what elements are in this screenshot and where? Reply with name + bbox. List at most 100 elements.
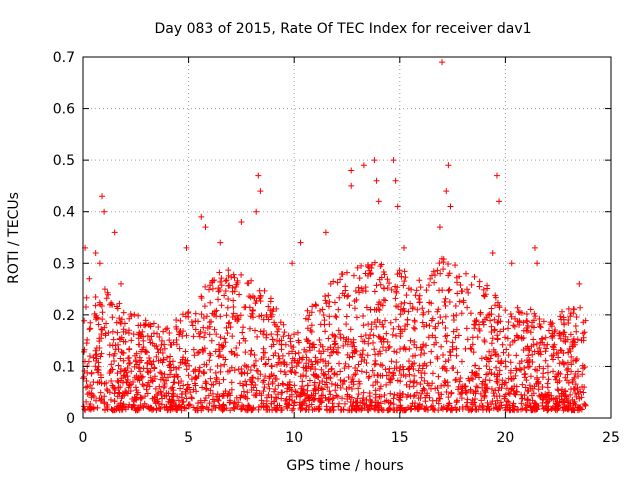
data-point	[435, 373, 442, 380]
data-point	[469, 341, 476, 348]
data-point	[201, 334, 208, 341]
data-point	[87, 319, 94, 326]
data-point	[579, 383, 586, 390]
data-point	[572, 389, 579, 396]
data-point	[530, 341, 537, 348]
data-point	[471, 273, 478, 280]
data-point	[99, 193, 106, 200]
data-point	[441, 298, 448, 305]
data-point	[92, 293, 99, 300]
data-point	[269, 380, 276, 387]
data-point	[153, 353, 160, 360]
data-point	[83, 398, 90, 405]
data-point	[386, 365, 393, 372]
data-point	[515, 334, 522, 341]
data-point	[308, 358, 315, 365]
data-point	[111, 358, 118, 365]
data-point	[350, 398, 357, 405]
data-point	[118, 334, 125, 341]
data-point	[463, 389, 470, 396]
data-point	[525, 387, 532, 394]
data-point	[372, 378, 379, 385]
data-point	[453, 376, 460, 383]
data-point	[382, 297, 389, 304]
data-point	[403, 292, 410, 299]
data-point	[316, 336, 323, 343]
data-point	[387, 319, 394, 326]
data-point	[145, 369, 152, 376]
data-point	[521, 374, 528, 381]
data-point	[271, 319, 278, 326]
data-point	[342, 283, 349, 290]
data-point	[377, 393, 384, 400]
data-point	[468, 369, 475, 376]
data-point	[144, 382, 151, 389]
data-point	[355, 378, 362, 385]
data-point	[390, 370, 397, 377]
data-point	[190, 346, 197, 353]
data-point	[110, 352, 117, 359]
data-point	[201, 345, 208, 352]
data-point	[132, 357, 139, 364]
data-point	[267, 298, 274, 305]
data-point	[158, 401, 165, 408]
data-point	[555, 387, 562, 394]
data-point	[225, 390, 232, 397]
data-point	[331, 370, 338, 377]
data-point	[166, 362, 173, 369]
data-point	[559, 398, 566, 405]
data-point	[323, 403, 330, 410]
data-point	[241, 304, 248, 311]
data-point	[306, 377, 313, 384]
data-point	[230, 297, 237, 304]
data-point	[400, 282, 407, 289]
data-point	[113, 303, 120, 310]
data-point	[337, 331, 344, 338]
data-point	[346, 407, 353, 414]
data-point	[557, 335, 564, 342]
data-point	[220, 354, 227, 361]
data-point	[115, 346, 122, 353]
data-point	[366, 393, 373, 400]
data-point	[175, 331, 182, 338]
data-point	[166, 337, 173, 344]
data-point	[201, 369, 208, 376]
data-point	[144, 365, 151, 372]
data-point	[410, 383, 417, 390]
data-point	[285, 350, 292, 357]
data-point	[154, 398, 161, 405]
data-point	[270, 341, 277, 348]
data-point	[407, 337, 414, 344]
data-point	[330, 348, 337, 355]
data-point	[356, 380, 363, 387]
data-point	[531, 404, 538, 411]
data-point	[539, 339, 546, 346]
data-point	[151, 373, 158, 380]
data-point	[317, 341, 324, 348]
data-point	[346, 354, 353, 361]
data-point	[458, 358, 465, 365]
data-point	[331, 299, 338, 306]
data-point	[520, 346, 527, 353]
data-point	[390, 157, 397, 164]
data-point	[576, 280, 583, 287]
data-point	[570, 338, 577, 345]
data-point	[568, 361, 575, 368]
data-point	[477, 390, 484, 397]
data-point	[220, 405, 227, 412]
y-tick-label: 0.7	[53, 50, 75, 66]
data-point	[390, 325, 397, 332]
data-point	[116, 403, 123, 410]
data-point	[117, 399, 124, 406]
data-point	[256, 390, 263, 397]
data-point	[531, 244, 538, 251]
data-point	[302, 406, 309, 413]
data-point	[505, 390, 512, 397]
data-point	[440, 266, 447, 273]
data-point	[302, 364, 309, 371]
data-point	[278, 341, 285, 348]
data-point	[245, 402, 252, 409]
data-point	[577, 304, 584, 311]
data-point	[358, 405, 365, 412]
data-point	[111, 398, 118, 405]
